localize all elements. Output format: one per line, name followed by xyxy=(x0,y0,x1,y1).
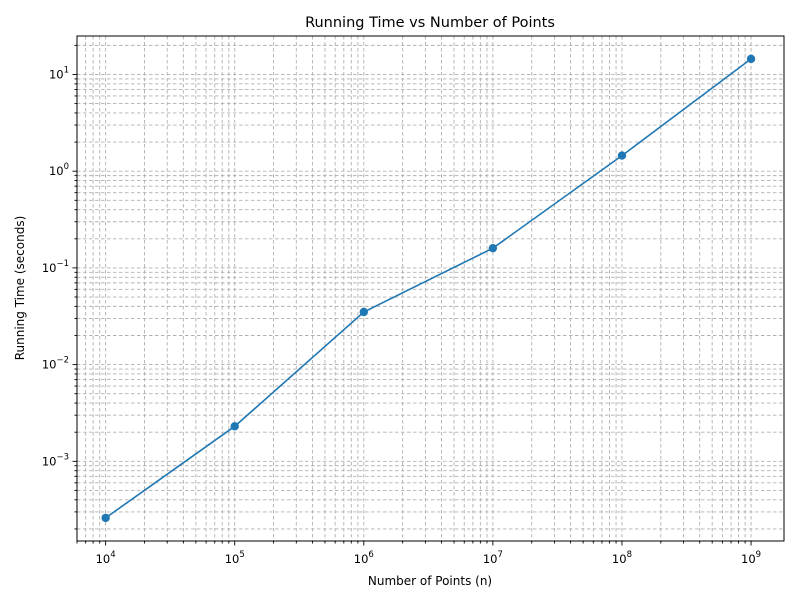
x-tick-label: 105 xyxy=(225,550,245,566)
y-tick-label-base: 10 xyxy=(49,164,64,178)
x-tick-label-exponent: 5 xyxy=(239,550,244,560)
x-tick-label-exponent: 9 xyxy=(756,550,761,560)
data-point xyxy=(617,151,627,160)
grid xyxy=(76,36,784,541)
y-tick-label-exponent: −2 xyxy=(56,356,69,366)
y-tick-label: 10−3 xyxy=(42,452,69,468)
y-tick-label-base: 10 xyxy=(42,261,57,275)
y-tick-label-exponent: −3 xyxy=(56,452,69,462)
series xyxy=(101,54,756,523)
y-tick-label-exponent: 1 xyxy=(64,65,69,75)
x-tick-label: 106 xyxy=(354,550,374,566)
x-tick-label-base: 10 xyxy=(483,552,498,566)
x-axis: 104 105 106 107 108 109 xyxy=(76,541,761,566)
y-tick-label-exponent: 0 xyxy=(64,162,69,172)
x-tick-label-exponent: 4 xyxy=(110,550,115,560)
x-tick-label-exponent: 8 xyxy=(627,550,632,560)
y-tick-label: 101 xyxy=(49,65,69,81)
data-point xyxy=(746,54,756,64)
x-tick-label-exponent: 7 xyxy=(497,550,502,560)
data-point xyxy=(230,422,239,431)
x-axis-label: Number of Points (n) xyxy=(368,574,492,588)
x-tick-label-base: 10 xyxy=(612,552,627,566)
x-tick-label: 104 xyxy=(96,550,116,566)
plot-frame xyxy=(76,35,785,542)
data-point xyxy=(488,243,498,253)
data-point xyxy=(359,307,369,317)
series-line xyxy=(105,58,752,519)
data-point xyxy=(101,513,110,523)
y-tick-label-base: 10 xyxy=(42,358,57,372)
x-tick-label: 109 xyxy=(741,550,761,566)
x-tick-label-base: 10 xyxy=(741,552,756,566)
y-tick-label-base: 10 xyxy=(42,454,57,468)
x-tick-label: 107 xyxy=(483,550,503,566)
y-tick-label: 10−2 xyxy=(42,356,69,372)
x-tick-label-base: 10 xyxy=(225,552,240,566)
y-tick-label: 100 xyxy=(49,162,69,178)
y-axis-label: Running Time (seconds) xyxy=(13,216,27,361)
x-tick-label-exponent: 6 xyxy=(368,550,373,560)
x-tick-label-base: 10 xyxy=(354,552,369,566)
y-tick-label-exponent: −1 xyxy=(56,259,69,269)
y-tick-label-base: 10 xyxy=(49,67,64,81)
y-tick-label: 10−1 xyxy=(42,259,69,275)
x-tick-label: 108 xyxy=(612,550,632,566)
x-tick-label-base: 10 xyxy=(96,552,111,566)
chart-title: Running Time vs Number of Points xyxy=(305,15,555,31)
